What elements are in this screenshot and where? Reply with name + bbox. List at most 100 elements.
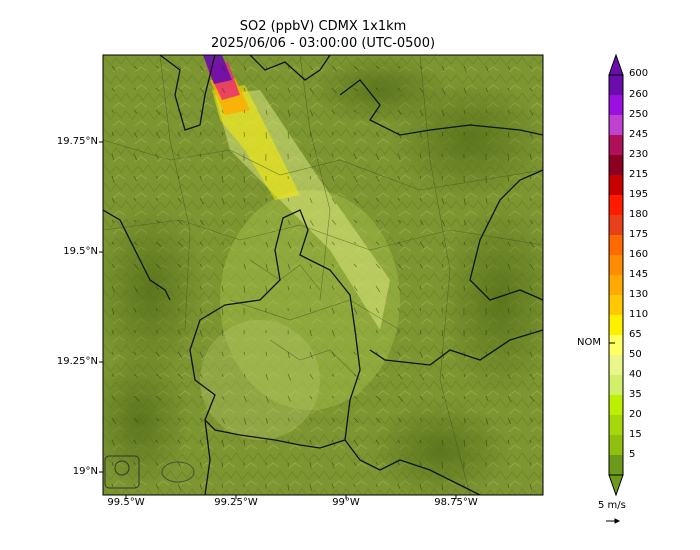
wind-arrow [485,109,488,113]
wind-arrow [507,131,510,139]
wind-arrow [507,417,511,425]
wind-arrow [221,483,223,488]
wind-arrow [309,241,314,248]
wind-arrow [463,197,466,205]
colorbar-tick-label: 245 [629,129,649,140]
colorbar-tick-label: 15 [629,429,642,440]
wind-arrow [221,461,224,468]
wind-arrow [243,417,247,425]
wind-arrow [199,87,205,94]
colorbar-tick-label: 40 [629,369,642,380]
wind-arrow [485,241,488,245]
wind-arrow [485,285,488,293]
wind-arrow [463,395,466,400]
wind-arrow [353,483,356,488]
wind-arrow [529,373,535,380]
wind-arrow [287,373,292,381]
wind-arrow [199,153,202,158]
wind-arrow [507,197,510,202]
wind-arrow [133,131,138,138]
wind-arrow [441,197,445,204]
wind-arrow [529,417,533,422]
wind-arrow [507,307,509,314]
wind-arrow [199,461,203,469]
colorbar-segment [609,255,623,276]
wind-arrow [441,285,443,290]
wind-arrow [309,439,312,445]
wind-arrow [133,65,138,70]
wind-arrow [177,87,183,93]
wind-arrow [375,395,382,401]
wind-arrow [111,131,114,137]
wind-arrow [155,307,158,311]
wind-arrow [529,109,534,116]
wind-arrow [397,373,403,380]
wind-arrow [265,395,269,403]
wind-arrow [353,131,357,136]
wind-arrow [331,461,335,469]
wind-arrow [309,109,314,117]
wind-arrow [419,87,424,93]
wind-arrow [441,329,444,337]
wind-arrow [221,131,224,136]
wind-arrow [353,461,357,467]
wind-arrow [375,351,379,355]
wind-arrow [529,483,533,490]
wind-arrow [331,307,335,314]
wind-arrow [397,197,400,201]
wind-arrow [177,417,181,421]
wind-arrow [309,131,312,137]
wind-arrow [287,395,291,402]
wind-arrow [529,153,532,160]
colorbar-tick-label: 5 [629,449,636,460]
wind-arrow [419,439,422,444]
wind-arrow [419,483,422,491]
wind-arrow [309,197,313,204]
wind-arrow [243,241,246,246]
wind-arrow [155,131,160,139]
wind-arrow [375,65,380,70]
colorbar-segment [609,155,623,176]
lon-label-99-5: 99.5°W [107,497,145,508]
wind-arrow [397,153,401,160]
wind-arrow [287,109,291,117]
wind-arrow [375,461,378,466]
wind-arrow [155,417,160,422]
wind-arrow [419,109,424,117]
wind-arrow [375,329,379,334]
map-frame [102,54,544,496]
wind-arrow [309,87,314,94]
wind-arrow [309,65,313,71]
wind-arrow [199,109,204,115]
colorbar-segment [609,75,623,96]
wind-arrow [111,285,115,293]
wind-arrow [309,373,314,380]
wind-arrow [397,483,401,489]
wind-arrow [507,263,511,271]
wind-arrow [265,219,268,224]
wind-arrow [331,263,335,267]
wind-arrow [529,307,532,312]
wind-arrow [133,483,137,488]
wind-arrow [463,263,466,268]
wind-arrow [155,175,159,180]
wind-arrow [243,263,246,270]
wind-arrow [331,131,334,135]
wind-arrow [463,65,467,73]
wind-arrow [463,351,466,358]
wind-arrow [463,109,466,115]
wind-arrow [529,131,533,139]
colorbar-segment [609,275,623,296]
wind-arrow [221,219,225,225]
wind-arrow [111,87,115,92]
wind-arrow [177,131,182,137]
colorbar-tick-label: 160 [629,249,649,260]
wind-arrow [529,395,535,402]
wind-arrow [177,285,180,289]
colorbar-tick-label: 215 [629,169,649,180]
wind-arrow [287,285,290,291]
wind-arrow [441,417,444,422]
wind-arrow [441,131,443,137]
wind-arrow [331,417,336,422]
wind-arrow [353,109,357,113]
